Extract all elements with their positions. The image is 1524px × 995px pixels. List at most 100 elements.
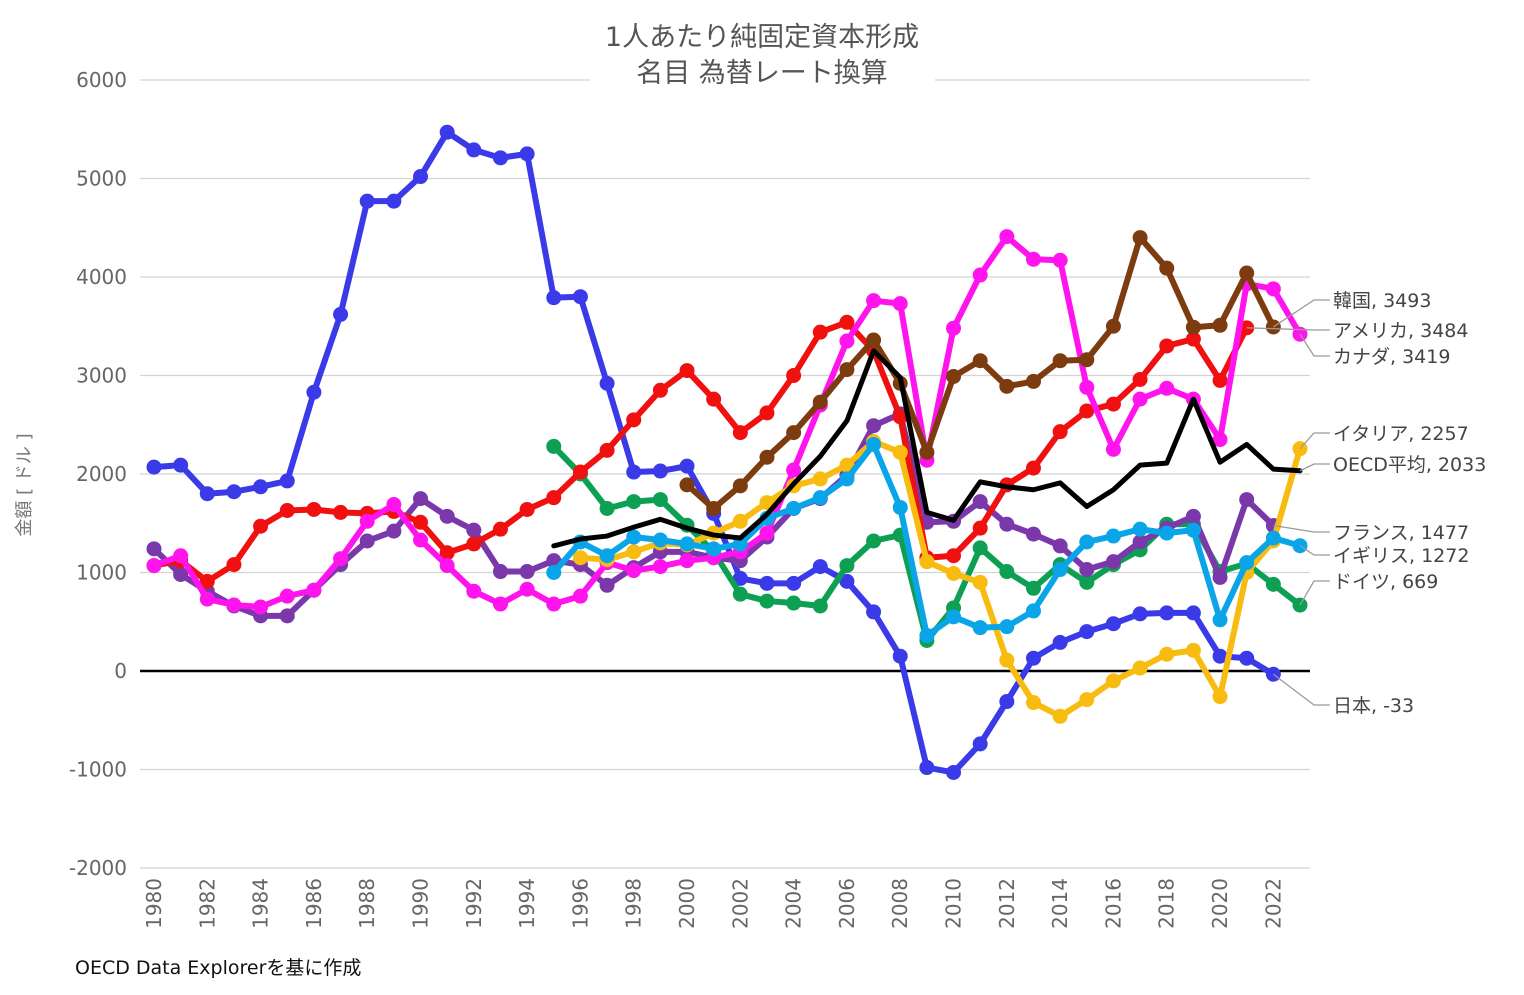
data-point	[253, 518, 269, 534]
data-point	[1025, 580, 1041, 596]
data-point	[866, 533, 882, 549]
data-point	[492, 150, 508, 166]
data-point	[839, 314, 855, 330]
data-point	[173, 548, 189, 564]
data-point	[173, 457, 189, 473]
data-point	[1052, 252, 1068, 268]
end-label: 韓国, 3493	[1333, 290, 1431, 312]
data-point	[466, 536, 482, 552]
data-point	[919, 444, 935, 460]
data-point	[1052, 708, 1068, 724]
data-point	[892, 296, 908, 312]
data-point	[892, 444, 908, 460]
data-point	[199, 486, 215, 502]
data-point	[999, 378, 1015, 394]
data-point	[866, 293, 882, 309]
end-label: OECD平均, 2033	[1333, 454, 1486, 476]
data-point	[652, 492, 668, 508]
y-tick-label: 6000	[76, 68, 127, 92]
data-point	[759, 449, 775, 465]
data-point	[519, 501, 535, 517]
data-point	[1052, 424, 1068, 440]
data-point	[946, 764, 962, 780]
data-point	[706, 500, 722, 516]
data-point	[1265, 281, 1281, 297]
data-point	[1052, 353, 1068, 369]
data-point	[492, 596, 508, 612]
x-tick-label: 1984	[249, 878, 273, 929]
leader-line	[1299, 463, 1330, 472]
data-point	[359, 533, 375, 549]
data-point	[1079, 534, 1095, 550]
data-point	[972, 736, 988, 752]
data-point	[386, 193, 402, 209]
data-point	[1159, 380, 1175, 396]
title-background	[590, 14, 935, 96]
data-point	[892, 499, 908, 515]
data-point	[1025, 695, 1041, 711]
chart-title: 1人あたり純固定資本形成	[605, 22, 919, 53]
data-point	[546, 290, 562, 306]
chart-subtitle: 名目 為替レート換算	[636, 58, 888, 89]
data-point	[333, 504, 349, 520]
data-point	[652, 532, 668, 548]
data-point	[1079, 624, 1095, 640]
data-point	[413, 532, 429, 548]
data-point	[599, 500, 615, 516]
series-イギリス	[546, 436, 1308, 644]
x-tick-label: 2004	[782, 878, 806, 929]
data-point	[1212, 432, 1228, 448]
data-point	[626, 563, 642, 579]
data-point	[626, 544, 642, 560]
data-point	[359, 193, 375, 209]
data-point	[1212, 317, 1228, 333]
grid-lines	[140, 79, 1310, 869]
data-point	[732, 425, 748, 441]
data-point	[972, 494, 988, 510]
data-point	[812, 324, 828, 340]
data-point	[572, 289, 588, 305]
data-point	[626, 494, 642, 510]
data-point	[759, 593, 775, 609]
x-tick-label: 2002	[728, 878, 752, 929]
data-point	[492, 564, 508, 580]
data-point	[1105, 396, 1121, 412]
data-point	[1159, 525, 1175, 541]
leader-line	[1299, 333, 1330, 357]
data-point	[866, 436, 882, 452]
data-point	[1025, 603, 1041, 619]
data-point	[306, 582, 322, 598]
data-point	[1132, 660, 1148, 676]
data-point	[1239, 555, 1255, 571]
data-point	[439, 508, 455, 524]
data-point	[919, 628, 935, 644]
leader-line	[1299, 545, 1330, 556]
x-tick-label: 1992	[462, 878, 486, 929]
data-point	[546, 565, 562, 580]
x-tick-label: 2018	[1155, 878, 1179, 929]
data-point	[1185, 605, 1201, 621]
y-tick-label: 5000	[76, 167, 127, 191]
data-point	[786, 500, 802, 516]
data-point	[599, 577, 615, 593]
data-point	[279, 588, 295, 604]
data-point	[972, 520, 988, 536]
x-tick-label: 2000	[675, 878, 699, 929]
data-point	[706, 391, 722, 407]
data-point	[1025, 526, 1041, 542]
data-point	[679, 458, 695, 474]
x-tick-label: 1996	[568, 878, 592, 929]
data-point	[972, 574, 988, 590]
x-tick-label: 2014	[1048, 878, 1072, 929]
y-tick-label: 4000	[76, 265, 127, 289]
data-point	[759, 575, 775, 591]
data-point	[839, 471, 855, 487]
data-point	[652, 463, 668, 479]
data-point	[732, 536, 748, 552]
x-tick-label: 1988	[355, 878, 379, 929]
data-point	[1159, 338, 1175, 354]
data-point	[279, 473, 295, 489]
data-point	[1185, 642, 1201, 658]
data-point	[226, 557, 242, 573]
